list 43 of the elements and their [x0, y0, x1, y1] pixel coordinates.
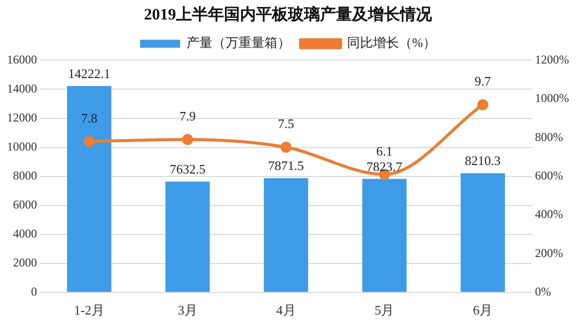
legend-label: 同比增长（%）	[347, 35, 436, 50]
x-tick-label: 3月	[178, 302, 198, 318]
data-label: 7632.5	[170, 162, 206, 177]
y-tick-label: 2000	[13, 256, 37, 270]
bar	[165, 182, 210, 292]
bar	[67, 86, 112, 292]
y2-tick-label: 400%	[535, 207, 564, 222]
y2-tick-label: 600%	[535, 168, 564, 182]
bar	[362, 178, 407, 292]
y-tick-label: 6000	[13, 197, 37, 212]
bar	[460, 173, 505, 292]
data-label: 8210.3	[464, 153, 501, 168]
y2-tick-label: 200%	[535, 246, 564, 260]
y-tick-label: 8000	[13, 168, 37, 182]
point	[477, 99, 488, 110]
data-label: 7.5	[278, 116, 294, 132]
y2-tick-label: 0%	[535, 284, 552, 299]
point	[182, 134, 194, 146]
x-tick-label: 6月	[473, 302, 493, 318]
y-tick-label: 12000	[7, 110, 37, 124]
chart-title: 2019上半年国内平板玻璃产量及增长情况	[144, 6, 433, 24]
point	[84, 136, 95, 147]
y2-tick-label: 1200%	[535, 52, 570, 66]
data-label: 14222.1	[68, 66, 110, 81]
data-label: 7823.7	[366, 158, 403, 174]
legend-label: 产量（万重量箱）	[186, 35, 291, 50]
data-label: 9.7	[474, 74, 492, 89]
x-tick-label: 4月	[276, 302, 296, 318]
y-tick-label: 10000	[7, 139, 37, 154]
data-label: 7.9	[179, 108, 196, 124]
y-tick-label: 4000	[13, 226, 37, 241]
y2-tick-label: 1000%	[535, 91, 570, 106]
point	[280, 142, 292, 153]
x-tick-label: 1-2月	[74, 302, 104, 318]
y-tick-label: 16000	[7, 52, 37, 66]
data-label: 6.1	[376, 143, 393, 158]
data-label: 7.8	[81, 110, 98, 126]
y-tick-label: 14000	[7, 81, 37, 96]
y2-tick-label: 800%	[535, 130, 564, 144]
bar	[264, 178, 308, 292]
data-label: 7871.5	[268, 158, 304, 174]
x-tick-label: 5月	[374, 302, 394, 318]
y-tick-label: 0	[31, 284, 37, 299]
